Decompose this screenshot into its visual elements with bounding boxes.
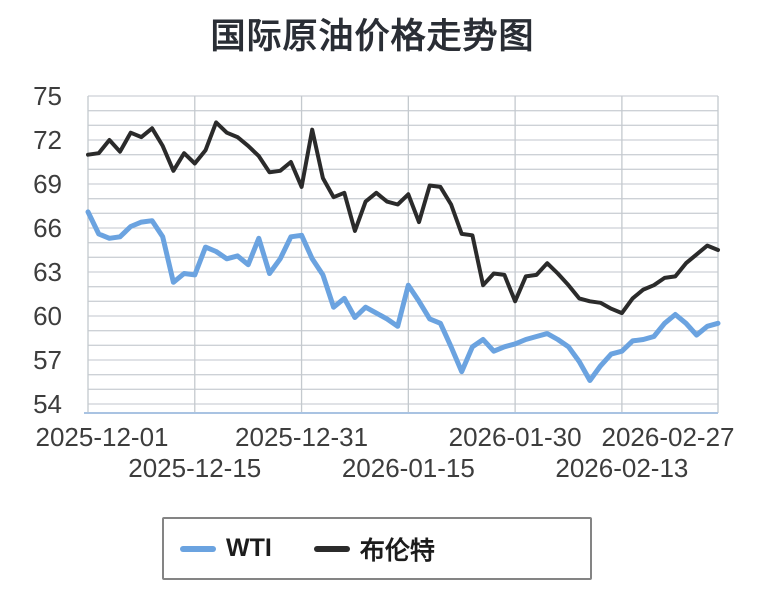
y-tick-label: 63 (33, 257, 62, 287)
x-axis-labels: 2025-12-012025-12-152025-12-312026-01-15… (36, 422, 735, 483)
y-axis-labels: 54 57 60 63 66 69 72 75 (33, 81, 62, 419)
x-tick-label: 2026-02-27 (602, 422, 735, 452)
line-chart: 54 57 60 63 66 69 72 75 2025-12-012025-12-152025… (33, 81, 735, 483)
y-tick-label: 72 (33, 125, 62, 155)
page-title: 国际原油价格走势图 (210, 17, 535, 56)
legend-label-brent: 布伦特 (359, 536, 435, 565)
y-tick-label: 60 (33, 301, 62, 331)
y-tick-label: 54 (33, 389, 62, 419)
x-tick-label: 2026-02-13 (555, 453, 688, 483)
brent-line-swatch (313, 545, 350, 552)
x-tick-label: 2026-01-30 (449, 422, 582, 452)
y-tick-label: 69 (33, 169, 62, 199)
legend-item-wti[interactable]: WTI (180, 534, 272, 563)
brent-line[interactable] (86, 120, 720, 316)
y-tick-label: 57 (33, 345, 62, 375)
y-tick-label: 66 (33, 213, 62, 243)
gridlines (87, 95, 719, 413)
x-tick-label: 2025-12-15 (128, 453, 261, 483)
x-tick-label: 2025-12-31 (235, 422, 368, 452)
chart-legend: WTI 布伦特 (162, 517, 592, 580)
wti-line-swatch (180, 545, 216, 552)
legend-label-wti: WTI (226, 534, 272, 562)
legend-item-brent[interactable]: 布伦特 (313, 531, 435, 567)
x-tick-label: 2025-12-01 (36, 422, 169, 452)
x-tick-label: 2026-01-15 (342, 453, 475, 483)
wti-line[interactable] (85, 209, 721, 383)
y-tick-label: 75 (33, 81, 62, 111)
